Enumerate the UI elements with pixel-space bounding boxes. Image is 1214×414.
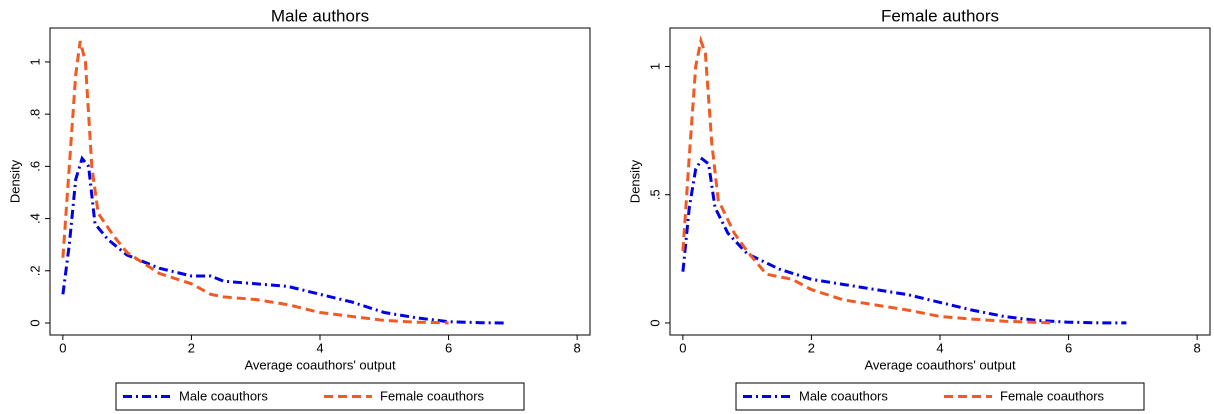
x-tick-label: 8: [574, 340, 581, 355]
y-axis-label: Density: [627, 159, 642, 203]
legend-label: Male coauthors: [179, 388, 268, 403]
x-axis-label: Average coauthors' output: [244, 357, 396, 372]
x-tick-label: 6: [445, 340, 452, 355]
density-line: [61, 40, 449, 325]
legend-label: Female coauthors: [380, 388, 485, 403]
x-tick-label: 6: [1065, 340, 1072, 355]
x-axis-label: Average coauthors' output: [864, 357, 1016, 372]
density-line: [681, 156, 1127, 325]
y-tick-label: .6: [27, 161, 42, 172]
y-tick-label: 0: [647, 319, 662, 326]
x-tick-label: 4: [316, 340, 323, 355]
legend-box: [115, 382, 525, 411]
plot-frame: [669, 27, 1211, 336]
y-axis-label: Density: [7, 159, 22, 203]
x-tick-label: 0: [679, 340, 686, 355]
density-line: [61, 155, 507, 325]
x-tick-label: 0: [59, 340, 66, 355]
x-tick-label: 2: [808, 340, 815, 355]
y-tick-label: .8: [27, 109, 42, 120]
x-tick-label: 8: [1194, 340, 1201, 355]
x-tick-label: 2: [188, 340, 195, 355]
x-tick-label: 4: [936, 340, 943, 355]
y-tick-label: .4: [27, 213, 42, 224]
y-tick-label: 1: [647, 63, 662, 70]
plot-frame: [49, 27, 591, 336]
y-tick-label: .2: [27, 265, 42, 276]
y-tick-label: .5: [647, 189, 662, 200]
legend-box: [735, 382, 1145, 411]
chart-title: Female authors: [881, 6, 999, 25]
y-tick-label: 1: [27, 58, 42, 65]
legend-label: Male coauthors: [799, 388, 888, 403]
y-tick-label: 0: [27, 319, 42, 326]
legend-label: Female coauthors: [1000, 388, 1105, 403]
chart-title: Male authors: [271, 6, 369, 25]
density-line: [681, 35, 1056, 325]
